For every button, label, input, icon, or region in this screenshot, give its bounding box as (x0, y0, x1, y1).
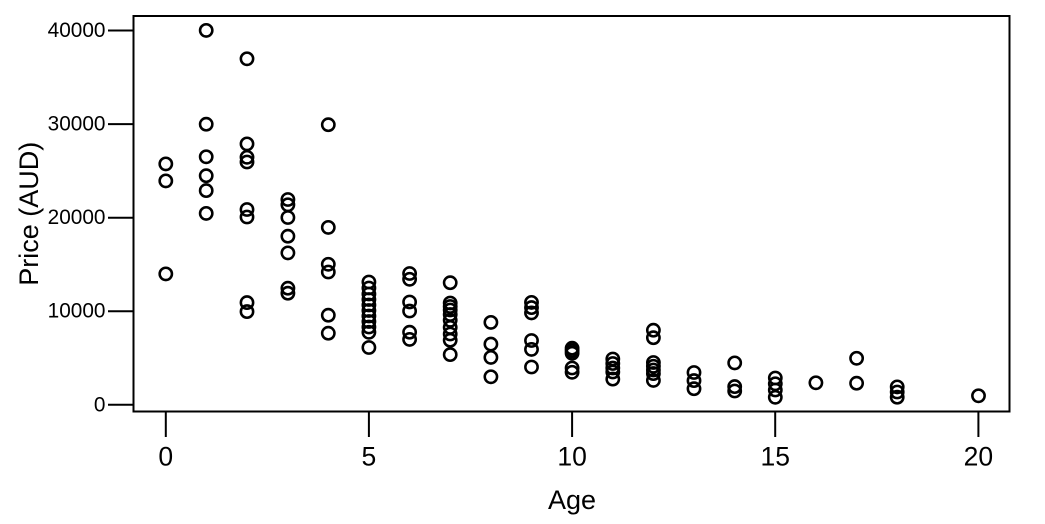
svg-text:Age: Age (548, 485, 596, 515)
svg-text:0: 0 (94, 393, 106, 416)
svg-text:Price (AUD): Price (AUD) (14, 142, 44, 286)
svg-text:10000: 10000 (48, 300, 106, 323)
svg-text:30000: 30000 (48, 113, 106, 136)
svg-text:5: 5 (362, 442, 377, 472)
svg-text:0: 0 (158, 442, 173, 472)
svg-text:40000: 40000 (48, 19, 106, 42)
svg-text:15: 15 (760, 442, 789, 472)
svg-text:10: 10 (557, 442, 586, 472)
svg-text:20: 20 (964, 442, 993, 472)
svg-text:20000: 20000 (48, 206, 106, 229)
